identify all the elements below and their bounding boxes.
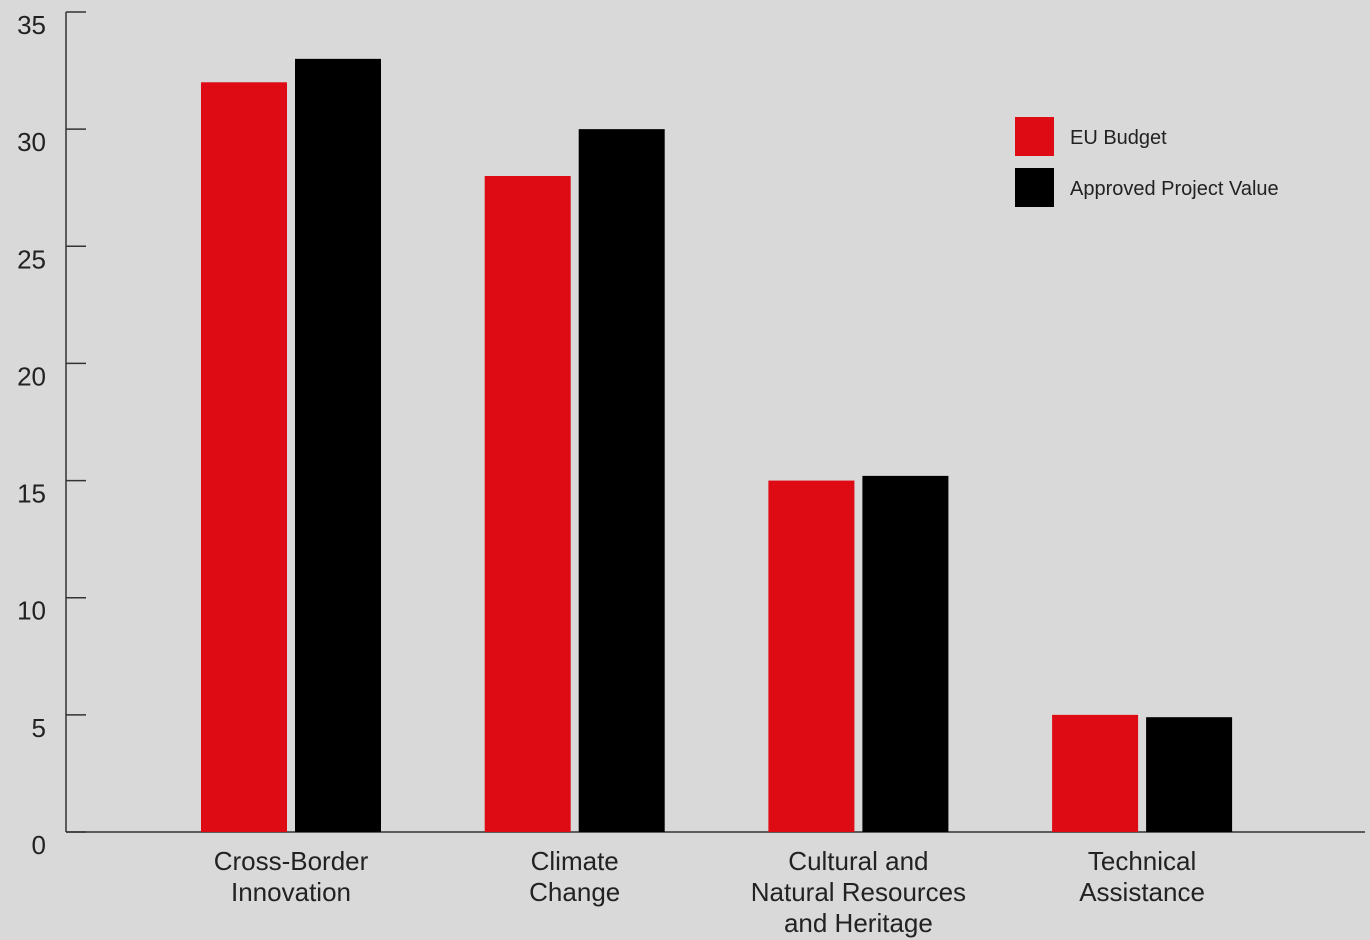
legend-swatch	[1015, 168, 1054, 207]
y-tick-label: 25	[17, 244, 46, 274]
x-tick-label: Cross-Border Innovation	[214, 846, 369, 907]
y-tick-label: 5	[32, 713, 46, 743]
bar	[295, 58, 381, 833]
x-tick-label: Technical Assistance	[1079, 846, 1205, 907]
y-axis-ticks: 0 5 10 15 20 25 30 35	[17, 10, 86, 860]
x-tick-label-line: Change	[529, 877, 620, 907]
legend-label: Approved Project Value	[1070, 178, 1279, 200]
y-tick-label: 10	[17, 596, 46, 626]
bar	[1052, 714, 1139, 832]
legend-swatch	[1015, 117, 1054, 156]
bar	[862, 475, 949, 832]
y-tick-label: 35	[17, 10, 46, 40]
legend: EU Budget Approved Project Value	[1015, 117, 1279, 207]
x-tick-label-line: Technical	[1088, 846, 1196, 876]
bar	[768, 480, 855, 832]
x-tick-label-line: Climate	[531, 846, 619, 876]
x-tick-label: Cultural and Natural Resources and Heritag…	[751, 846, 966, 938]
x-tick-label-line: Innovation	[231, 877, 351, 907]
x-axis-labels: Cross-Border Innovation Climate Change Cultu…	[214, 846, 1205, 938]
x-tick-label-line: Cultural and	[788, 846, 928, 876]
y-tick-label: 0	[32, 830, 46, 860]
x-tick-label-line: Assistance	[1079, 877, 1205, 907]
x-tick-label: Climate Change	[529, 846, 620, 907]
bar	[484, 176, 571, 832]
y-tick-label: 15	[17, 479, 46, 509]
legend-label: EU Budget	[1070, 127, 1167, 149]
bars	[201, 58, 1233, 833]
y-tick-label: 20	[17, 361, 46, 391]
x-tick-label-line: and Heritage	[784, 908, 933, 938]
x-tick-label-line: Natural Resources	[751, 877, 966, 907]
bar	[1146, 717, 1233, 832]
y-tick-label: 30	[17, 127, 46, 157]
bar	[201, 82, 287, 833]
bar	[578, 129, 665, 833]
x-tick-label-line: Cross-Border	[214, 846, 369, 876]
